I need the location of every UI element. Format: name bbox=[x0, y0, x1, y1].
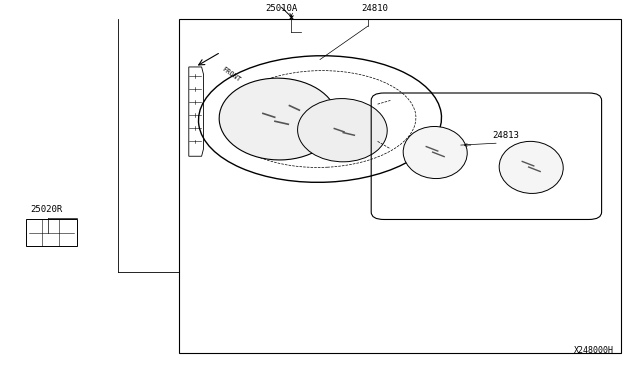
Text: 25010A: 25010A bbox=[266, 4, 298, 13]
Bar bbox=[179, 19, 621, 353]
Ellipse shape bbox=[403, 126, 467, 179]
Text: 24810: 24810 bbox=[362, 4, 388, 13]
Text: 25020R: 25020R bbox=[31, 205, 63, 214]
Ellipse shape bbox=[219, 78, 338, 160]
Ellipse shape bbox=[499, 141, 563, 193]
Text: X248000H: X248000H bbox=[575, 346, 614, 355]
Ellipse shape bbox=[298, 99, 387, 162]
Bar bbox=[26, 219, 77, 246]
Text: 24813: 24813 bbox=[493, 131, 520, 140]
Text: FRONT: FRONT bbox=[221, 66, 242, 83]
